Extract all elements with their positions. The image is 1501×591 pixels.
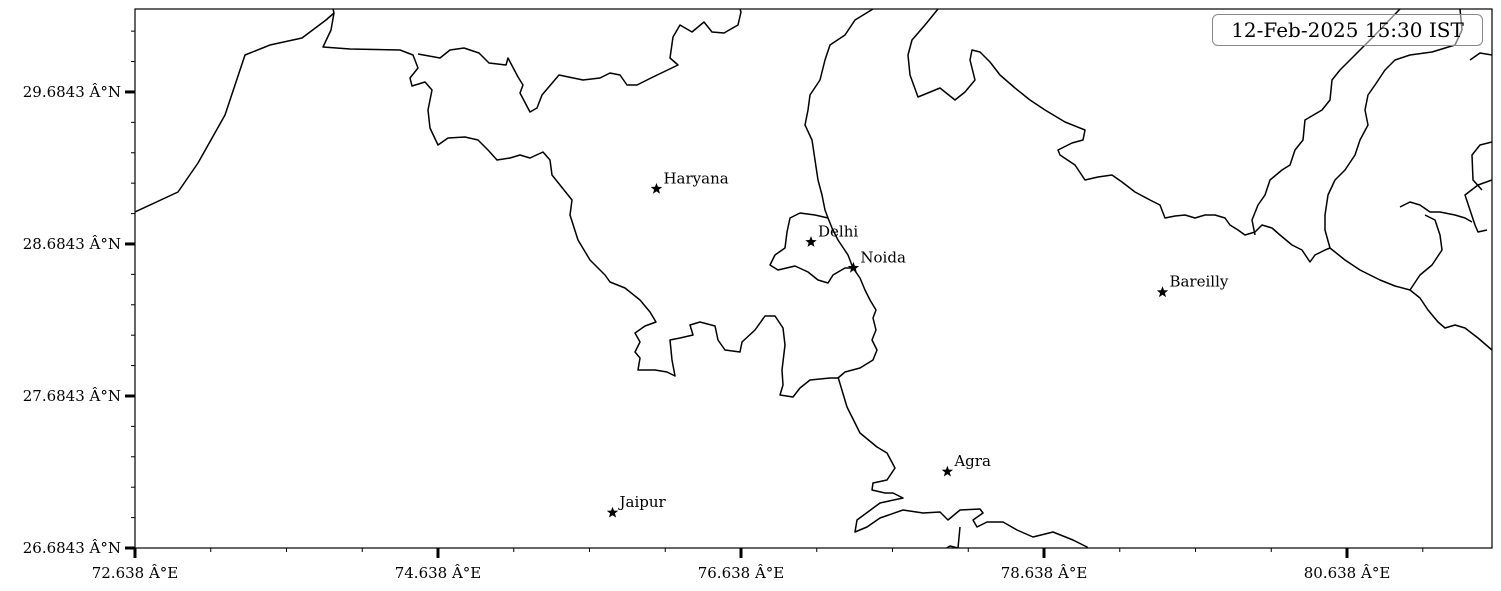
y-tick-label: 28.6843 Â°N [23, 235, 121, 253]
city-marker-haryana: Haryana [650, 169, 729, 194]
city-marker-agra: Agra [941, 452, 991, 477]
boundary-haryana [322, 12, 878, 398]
city-label: Bareilly [1169, 273, 1228, 291]
y-tick-label: 29.6843 Â°N [23, 83, 121, 101]
boundary-delhi [769, 212, 854, 284]
boundary-chambal [837, 376, 1089, 548]
axis-ticks: 72.638 Â°E 74.638 Â°E 76.638 Â°E 78.638 Â°E… [23, 30, 1424, 582]
boundary-river-1 [1251, 9, 1401, 236]
star-icon [606, 506, 619, 518]
city-label: Delhi [818, 223, 858, 241]
y-tick-label: 26.6843 Â°N [23, 539, 121, 557]
star-icon [805, 236, 817, 247]
x-tick-label: 78.638 Â°E [1001, 564, 1088, 582]
city-marker-jaipur: Jaipur [606, 493, 667, 518]
city-marker-noida: Noida [847, 248, 906, 273]
star-icon [1156, 286, 1169, 298]
city-label: Noida [860, 248, 906, 266]
x-tick-label: 76.638 Â°E [698, 564, 785, 582]
state-boundaries [135, 9, 1492, 548]
x-tick-label: 72.638 Â°E [92, 564, 179, 582]
boundary-east [1399, 52, 1492, 291]
boundary-uttarakhand [907, 9, 1492, 351]
city-label: Haryana [663, 169, 728, 187]
y-tick-label: 27.6843 Â°N [23, 387, 121, 405]
star-icon [650, 182, 663, 194]
map-frame [134, 8, 1493, 549]
timestamp-label: 12-Feb-2025 15:30 IST [1212, 14, 1483, 46]
boundary-south-bit [944, 526, 961, 548]
city-marker-delhi: Delhi [805, 223, 858, 247]
boundary-haryana-north [417, 9, 742, 113]
boundary-yamuna [804, 9, 874, 219]
star-icon [941, 465, 954, 477]
boundary-west [135, 9, 335, 213]
city-marker-bareilly: Bareilly [1156, 273, 1229, 298]
city-label: Jaipur [618, 493, 667, 511]
x-tick-label: 74.638 Â°E [395, 564, 482, 582]
x-tick-label: 80.638 Â°E [1304, 564, 1391, 582]
star-icon [847, 261, 860, 273]
boundary-river-2 [1324, 9, 1463, 249]
city-label: Agra [953, 452, 991, 470]
